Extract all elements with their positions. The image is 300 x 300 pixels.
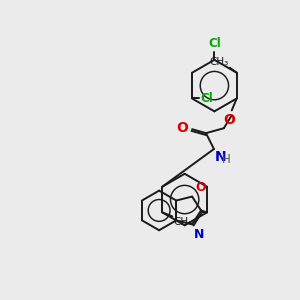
Text: CH₃: CH₃ <box>209 57 229 67</box>
Text: Cl: Cl <box>200 92 213 105</box>
Text: N: N <box>194 228 205 241</box>
Text: Cl: Cl <box>208 37 221 50</box>
Text: N: N <box>215 150 226 164</box>
Text: CH₃: CH₃ <box>173 218 193 227</box>
Text: H: H <box>222 153 231 166</box>
Text: O: O <box>195 181 206 194</box>
Text: O: O <box>176 121 188 135</box>
Text: O: O <box>223 113 235 127</box>
